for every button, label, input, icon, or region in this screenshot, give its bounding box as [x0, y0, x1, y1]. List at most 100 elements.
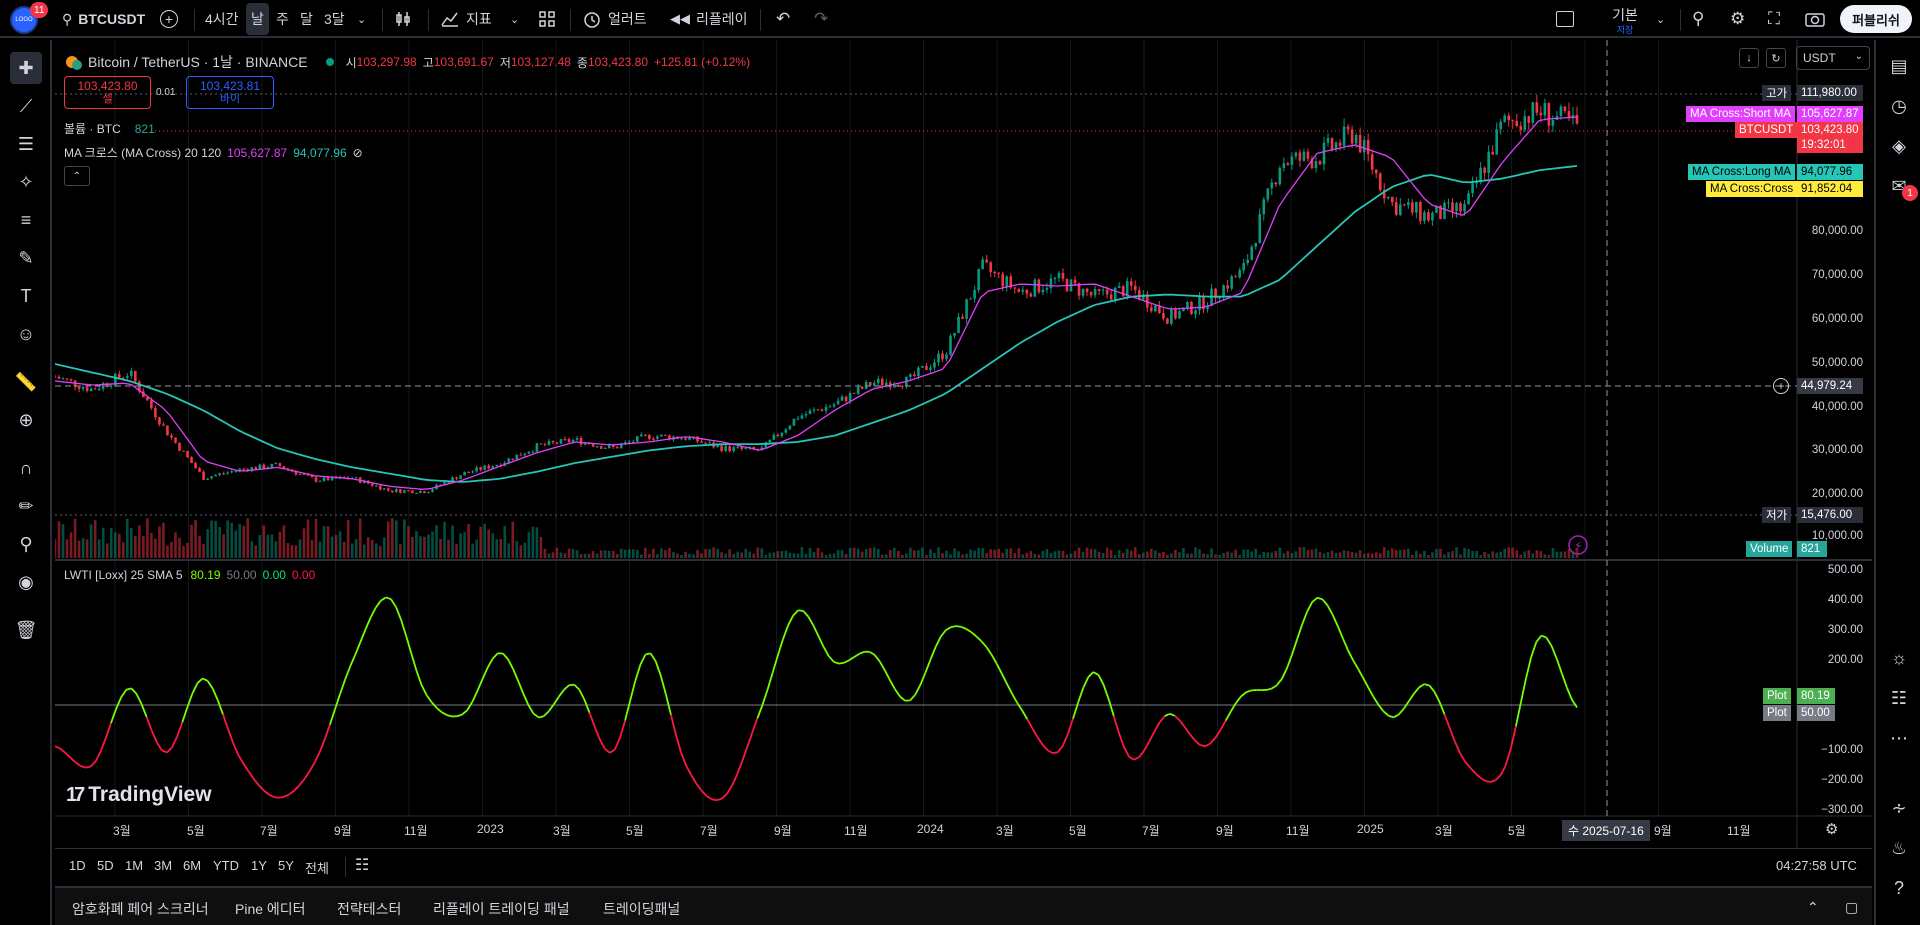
low-tag-value: 15,476.00	[1797, 507, 1863, 523]
range-3m[interactable]: 3M	[154, 858, 173, 873]
time-axis-settings-icon[interactable]: ⚙	[1825, 821, 1839, 838]
candle-body	[868, 382, 872, 386]
crosshair-icon[interactable]: ✚	[10, 52, 42, 84]
currency-select[interactable]: USDT ⌄	[1796, 46, 1870, 70]
quick-search-button[interactable]: ⚲	[1692, 0, 1704, 38]
volume-bar	[121, 542, 125, 558]
trash-icon[interactable]: 🗑	[14, 619, 38, 640]
low-label: 저	[499, 55, 511, 70]
lock-icon[interactable]: ⚲	[19, 533, 33, 554]
compass-icon[interactable]: ☼	[1890, 647, 1908, 668]
indicators-dropdown[interactable]: ⌄	[510, 0, 519, 38]
layers-icon[interactable]: ◈	[1892, 135, 1906, 156]
help-icon[interactable]: ?	[1893, 877, 1904, 898]
interval-4h[interactable]: 4시간	[205, 0, 239, 38]
templates-button[interactable]	[538, 0, 556, 38]
scroll-to-latest-button[interactable]: ↓	[1739, 48, 1759, 68]
pattern-icon[interactable]: ✧	[18, 171, 34, 192]
interval-month[interactable]: 달	[300, 0, 313, 38]
add-order-plus-icon[interactable]: +	[1773, 378, 1789, 394]
volume-bar	[1439, 548, 1442, 558]
range-1d[interactable]: 1D	[69, 858, 86, 873]
trend-line-icon[interactable]: ⟋	[19, 95, 33, 116]
reset-scale-button[interactable]: ↻	[1766, 48, 1786, 68]
brush-icon[interactable]: ✎	[18, 247, 34, 268]
eye-icon[interactable]: ◉	[18, 571, 34, 592]
tab-replay-trading[interactable]: 리플레이 트레이딩 패널	[433, 901, 570, 917]
replay-button[interactable]: ◀◀ 리플레이	[670, 0, 748, 38]
tradingview-logo[interactable]: 17 TradingView	[66, 783, 212, 807]
lock-pencil-icon[interactable]: ✏	[18, 495, 34, 516]
range-all[interactable]: 전체	[305, 861, 329, 876]
magnet-icon[interactable]: ∩	[19, 457, 33, 478]
candle-body	[1427, 212, 1430, 221]
tab-strategy-tester[interactable]: 전략테스터	[337, 901, 402, 917]
range-5y[interactable]: 5Y	[278, 858, 294, 873]
candle-body	[254, 467, 258, 470]
zoom-in-icon[interactable]: ⊕	[18, 409, 34, 430]
chart-canvas[interactable]: ⚡	[55, 40, 1872, 848]
range-5d[interactable]: 5D	[97, 858, 114, 873]
settings-button[interactable]: ⚙	[1730, 0, 1745, 38]
apps-icon[interactable]: ⋯	[1890, 727, 1908, 748]
fullscreen-button[interactable]: ⛶	[1768, 0, 1780, 38]
redo-button[interactable]: ↷	[814, 0, 828, 38]
forecast-icon[interactable]: ≡	[20, 209, 32, 230]
interval-dropdown[interactable]: ⌄	[357, 0, 366, 38]
range-ytd[interactable]: YTD	[213, 858, 239, 873]
indicators-button[interactable]: 지표	[440, 0, 492, 38]
lwti-legend[interactable]: LWTI [Loxx] 25 SMA 5 80.19 50.00 0.00 0.…	[64, 568, 315, 582]
range-1y[interactable]: 1Y	[251, 858, 267, 873]
symbol-title[interactable]: Bitcoin / TetherUS · 1날 · BINANCE	[88, 54, 308, 70]
layout-toggle-button[interactable]	[1556, 0, 1574, 38]
sell-button[interactable]: 103,423.80 셀	[64, 76, 151, 109]
symbol-search[interactable]: ⚲ BTCUSDT	[62, 0, 145, 38]
buy-button[interactable]: 103,423.81 바이	[186, 76, 274, 109]
candle-body	[591, 444, 595, 447]
open-value: 103,297.98	[356, 55, 417, 69]
date-range-button[interactable]: ☷	[355, 855, 369, 875]
osc-axis-label: −300.00	[1821, 804, 1863, 816]
interval-3month[interactable]: 3달	[324, 0, 345, 38]
chart-type-button[interactable]	[394, 0, 412, 38]
collapse-legend-button[interactable]: ⌃	[64, 166, 90, 186]
layout-dropdown[interactable]: ⌄	[1656, 0, 1665, 38]
utc-clock[interactable]: 04:27:58 UTC	[1776, 858, 1857, 873]
ruler-icon[interactable]: 📏	[14, 371, 38, 392]
volume-legend[interactable]: 볼륨 · BTC 821	[64, 120, 155, 137]
publish-button[interactable]: 퍼블리쉬	[1840, 5, 1912, 33]
volume-bar	[792, 553, 796, 558]
tab-crypto-screener[interactable]: 암호화폐 페어 스크리너	[72, 901, 209, 917]
candle-body	[644, 434, 647, 436]
undo-button[interactable]: ↶	[776, 0, 790, 38]
watchlist-icon[interactable]: ▤	[1890, 55, 1908, 76]
lightning-icon[interactable]	[1568, 535, 1588, 555]
alarm-icon[interactable]: ◷	[1891, 95, 1907, 116]
tab-pine-editor[interactable]: Pine 에디터	[235, 901, 306, 917]
alert-button[interactable]: 얼러트	[582, 0, 647, 38]
osc-segment	[700, 789, 708, 797]
expand-panel-button[interactable]: ⌃	[1807, 899, 1819, 916]
text-icon[interactable]: T	[20, 285, 32, 306]
layout-name[interactable]: 기본 저장	[1600, 5, 1650, 36]
tab-trading-panel[interactable]: 트레이딩패널	[603, 901, 681, 917]
calendar-icon[interactable]: ☷	[1890, 687, 1908, 708]
plot1-tag-value: 80.19	[1797, 688, 1835, 704]
compare-symbol-button[interactable]: +	[160, 0, 178, 38]
layout-name-label: 기본	[1612, 7, 1638, 23]
emoji-icon[interactable]: ☺	[16, 323, 36, 344]
snapshot-button[interactable]	[1805, 0, 1825, 38]
osc-segment	[1148, 730, 1156, 742]
candle-body	[1154, 305, 1157, 312]
lwti-oscillator	[55, 596, 1578, 802]
maximize-panel-button[interactable]: ▢	[1845, 899, 1858, 916]
range-1m[interactable]: 1M	[125, 858, 144, 873]
interval-week[interactable]: 주	[276, 0, 289, 38]
horizontal-lines-icon[interactable]: ☰	[17, 133, 35, 154]
range-6m[interactable]: 6M	[183, 858, 202, 873]
bell-icon[interactable]: ♨	[1890, 837, 1908, 858]
interval-day[interactable]: 날	[246, 0, 269, 38]
broadcast-icon[interactable]: ∻	[1891, 797, 1907, 818]
ma-cross-legend[interactable]: MA 크로스 (MA Cross) 20 120 105,627.87 94,0…	[64, 144, 363, 161]
osc-segment	[1011, 693, 1018, 704]
